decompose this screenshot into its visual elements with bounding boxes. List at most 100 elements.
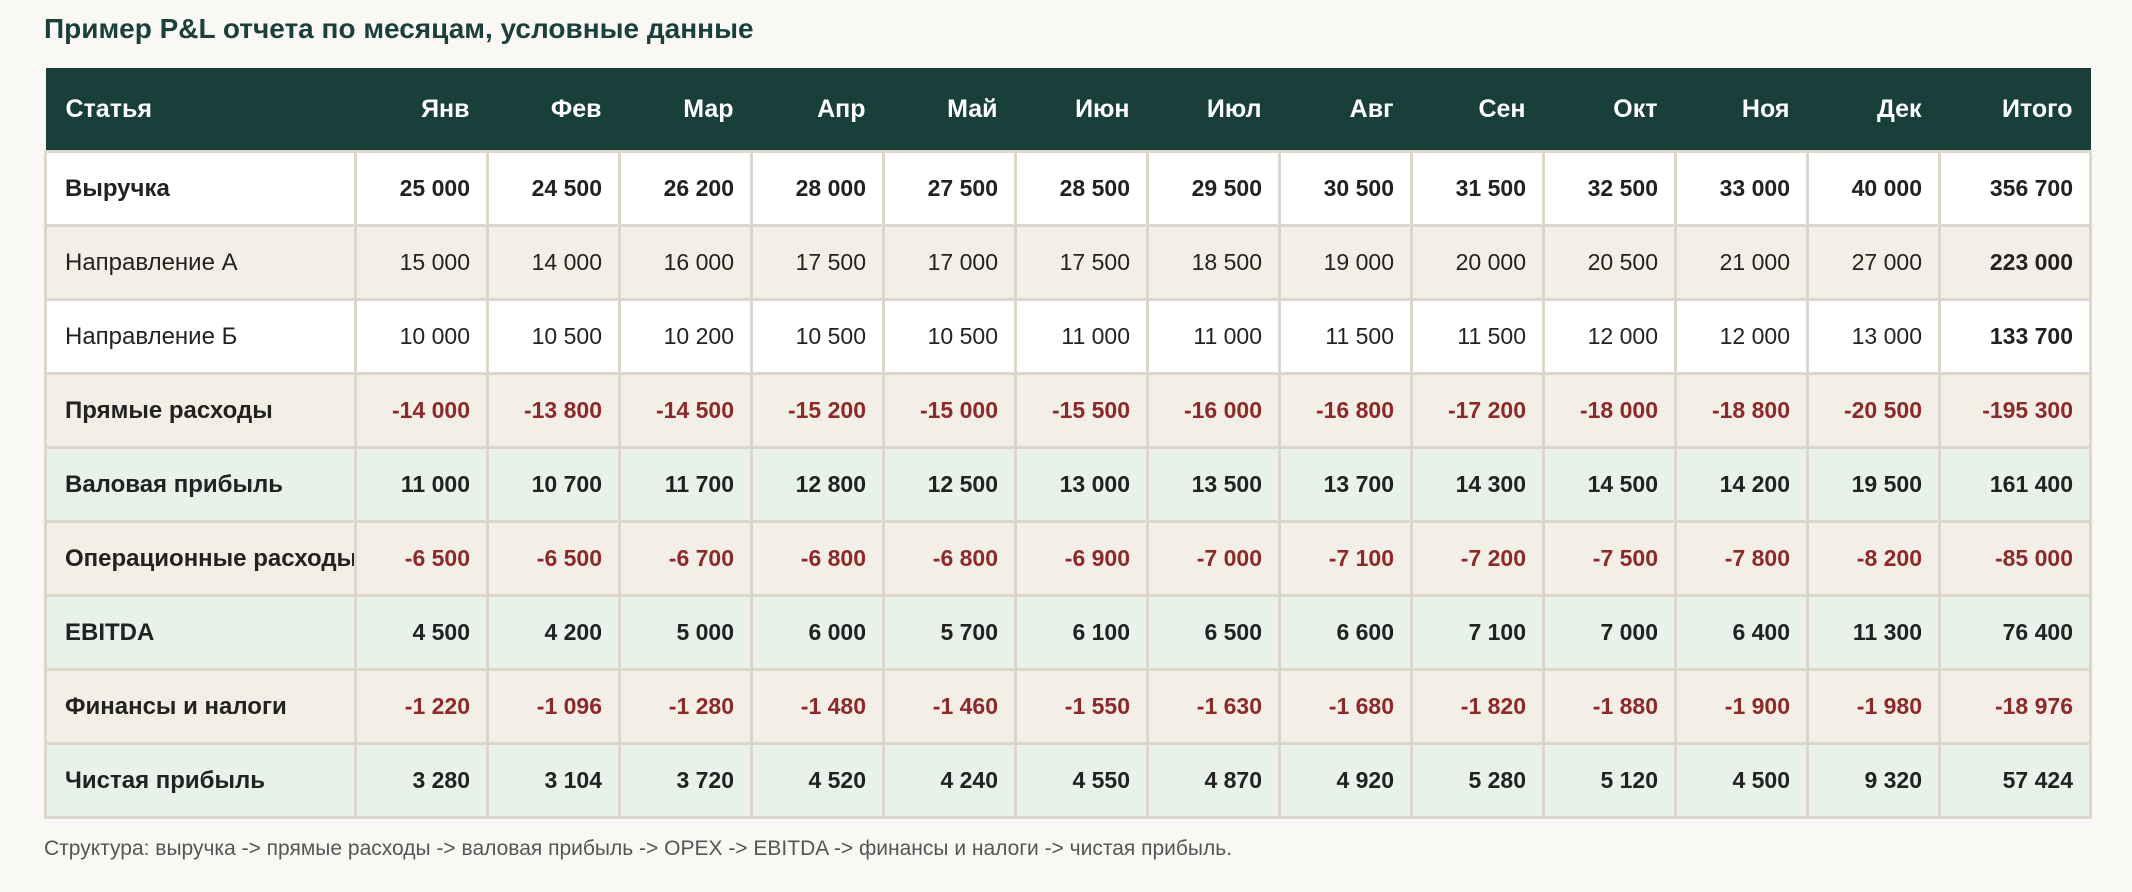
row-label: Операционные расходы — [44, 520, 357, 597]
column-header-total: Итого — [1939, 68, 2091, 152]
value-cell: 16 000 — [618, 224, 753, 301]
value-cell: 30 500 — [1278, 150, 1413, 227]
table-row: EBITDA 4 500 4 200 5 000 6 000 5 700 6 100 6 50… — [44, 594, 2092, 671]
value-cell: 4 550 — [1014, 742, 1149, 819]
value-cell: -7 800 — [1674, 520, 1809, 597]
value-cell: 17 500 — [1014, 224, 1149, 301]
value-cell: -1 220 — [354, 668, 489, 745]
value-cell: 11 700 — [618, 446, 753, 523]
total-cell: 161 400 — [1938, 446, 2092, 523]
column-header-month: Июн — [1015, 68, 1148, 152]
table-row: Валовая прибыль 11 000 10 700 11 700 12 800 1… — [44, 446, 2092, 523]
column-header-month: Июл — [1147, 68, 1280, 152]
column-header-month: Сен — [1411, 68, 1544, 152]
value-cell: 28 000 — [750, 150, 885, 227]
table-row: Финансы и налоги -1 220 -1 096 -1 280 -1 480… — [44, 668, 2092, 745]
value-cell: 5 280 — [1410, 742, 1545, 819]
value-cell: 6 400 — [1674, 594, 1809, 671]
value-cell: 4 240 — [882, 742, 1017, 819]
value-cell: 13 000 — [1014, 446, 1149, 523]
total-cell: 356 700 — [1938, 150, 2092, 227]
column-header-month: Май — [883, 68, 1016, 152]
value-cell: -6 700 — [618, 520, 753, 597]
value-cell: 11 500 — [1410, 298, 1545, 375]
table-row: Направление Б 10 000 10 500 10 200 10 500 10 … — [44, 298, 2092, 375]
value-cell: 4 200 — [486, 594, 621, 671]
value-cell: 7 000 — [1542, 594, 1677, 671]
value-cell: -6 500 — [486, 520, 621, 597]
value-cell: -6 800 — [750, 520, 885, 597]
value-cell: 4 500 — [1674, 742, 1809, 819]
value-cell: 5 000 — [618, 594, 753, 671]
value-cell: 14 500 — [1542, 446, 1677, 523]
table-row: Направление А 15 000 14 000 16 000 17 500 17 … — [44, 224, 2092, 301]
value-cell: -1 096 — [486, 668, 621, 745]
value-cell: 19 000 — [1278, 224, 1413, 301]
value-cell: 31 500 — [1410, 150, 1545, 227]
total-cell: -18 976 — [1938, 668, 2092, 745]
value-cell: -17 200 — [1410, 372, 1545, 449]
value-cell: 17 500 — [750, 224, 885, 301]
value-cell: -18 800 — [1674, 372, 1809, 449]
value-cell: -18 000 — [1542, 372, 1677, 449]
value-cell: 10 200 — [618, 298, 753, 375]
value-cell: 3 720 — [618, 742, 753, 819]
value-cell: 13 500 — [1146, 446, 1281, 523]
value-cell: -6 800 — [882, 520, 1017, 597]
table-row: Прямые расходы -14 000 -13 800 -14 500 -15 2… — [44, 372, 2092, 449]
row-label: Валовая прибыль — [44, 446, 357, 523]
value-cell: 13 000 — [1806, 298, 1941, 375]
value-cell: 21 000 — [1674, 224, 1809, 301]
value-cell: -7 100 — [1278, 520, 1413, 597]
value-cell: 11 000 — [354, 446, 489, 523]
value-cell: 6 500 — [1146, 594, 1281, 671]
value-cell: 40 000 — [1806, 150, 1941, 227]
value-cell: 17 000 — [882, 224, 1017, 301]
value-cell: -20 500 — [1806, 372, 1941, 449]
total-cell: 223 000 — [1938, 224, 2092, 301]
value-cell: 14 300 — [1410, 446, 1545, 523]
value-cell: -1 900 — [1674, 668, 1809, 745]
value-cell: 12 500 — [882, 446, 1017, 523]
value-cell: 3 104 — [486, 742, 621, 819]
value-cell: 10 000 — [354, 298, 489, 375]
value-cell: 26 200 — [618, 150, 753, 227]
row-label: Направление А — [44, 224, 357, 301]
total-cell: 133 700 — [1938, 298, 2092, 375]
footnote: Структура: выручка -> прямые расходы -> … — [44, 837, 1233, 860]
value-cell: -1 880 — [1542, 668, 1677, 745]
value-cell: -16 800 — [1278, 372, 1413, 449]
value-cell: 10 500 — [486, 298, 621, 375]
value-cell: -1 680 — [1278, 668, 1413, 745]
value-cell: 27 500 — [882, 150, 1017, 227]
table-row: Выручка 25 000 24 500 26 200 28 000 27 500 28 … — [44, 150, 2092, 227]
column-header-month: Авг — [1279, 68, 1412, 152]
value-cell: 11 500 — [1278, 298, 1413, 375]
value-cell: 20 500 — [1542, 224, 1677, 301]
column-header-item: Статья — [45, 68, 356, 152]
column-header-month: Янв — [355, 68, 488, 152]
row-label: Выручка — [44, 150, 357, 227]
value-cell: 10 500 — [882, 298, 1017, 375]
value-cell: -13 800 — [486, 372, 621, 449]
value-cell: 27 000 — [1806, 224, 1941, 301]
value-cell: 25 000 — [354, 150, 489, 227]
value-cell: 6 100 — [1014, 594, 1149, 671]
value-cell: 20 000 — [1410, 224, 1545, 301]
value-cell: -1 550 — [1014, 668, 1149, 745]
value-cell: 32 500 — [1542, 150, 1677, 227]
value-cell: -15 000 — [882, 372, 1017, 449]
value-cell: -8 200 — [1806, 520, 1941, 597]
value-cell: 14 200 — [1674, 446, 1809, 523]
value-cell: 7 100 — [1410, 594, 1545, 671]
value-cell: -7 000 — [1146, 520, 1281, 597]
value-cell: 12 000 — [1542, 298, 1677, 375]
value-cell: 11 000 — [1146, 298, 1281, 375]
page-title: Пример P&L отчета по месяцам, условные д… — [44, 13, 754, 44]
value-cell: 9 320 — [1806, 742, 1941, 819]
row-label: Направление Б — [44, 298, 357, 375]
value-cell: 10 500 — [750, 298, 885, 375]
value-cell: 4 520 — [750, 742, 885, 819]
column-header-month: Мар — [619, 68, 752, 152]
pnl-table: Статья Янв Фев Мар Апр Май Июн Июл Авг Сен Окт Ноя Д… — [44, 68, 2092, 819]
